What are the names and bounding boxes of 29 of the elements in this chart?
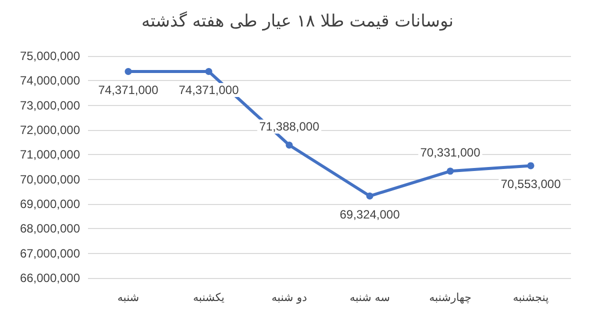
y-tick-label: 69,000,000 bbox=[20, 197, 80, 211]
y-tick-label: 73,000,000 bbox=[20, 98, 80, 112]
x-tick-label: یکشنبه bbox=[193, 291, 224, 304]
chart-title: نوسانات قیمت طلا ۱۸ عیار طی هفته گذشته bbox=[141, 10, 454, 32]
point bbox=[286, 142, 293, 149]
data-label: 74,371,000 bbox=[178, 83, 240, 98]
point bbox=[446, 168, 454, 175]
y-tick-label: 68,000,000 bbox=[20, 222, 80, 236]
x-tick-label: چهارشنبه bbox=[429, 291, 472, 304]
y-tick-label: 66,000,000 bbox=[20, 271, 80, 285]
data-label: 71,388,000 bbox=[259, 120, 320, 134]
point bbox=[205, 68, 212, 76]
y-tick-label: 71,000,000 bbox=[20, 148, 80, 162]
point bbox=[124, 68, 132, 76]
x-tick-label: دو شنبه bbox=[272, 291, 308, 304]
data-label: 74,371,000 bbox=[98, 83, 159, 98]
y-tick-label: 74,000,000 bbox=[20, 74, 80, 88]
x-tick-label: شنبه bbox=[117, 291, 140, 304]
data-label: 69,324,000 bbox=[340, 208, 400, 222]
data-label: 70,553,000 bbox=[500, 177, 562, 192]
y-tick-label: 70,000,000 bbox=[20, 172, 80, 186]
y-tick-label: 72,000,000 bbox=[20, 123, 80, 137]
x-tick-label: سه شنبه bbox=[350, 291, 390, 304]
x-tick-label: پنجشنبه bbox=[512, 291, 549, 304]
point bbox=[366, 192, 374, 200]
point bbox=[527, 162, 534, 170]
y-tick-label: 67,000,000 bbox=[20, 246, 80, 260]
y-tick-label: 75,000,000 bbox=[20, 49, 80, 63]
data-label: 70,331,000 bbox=[420, 146, 481, 160]
